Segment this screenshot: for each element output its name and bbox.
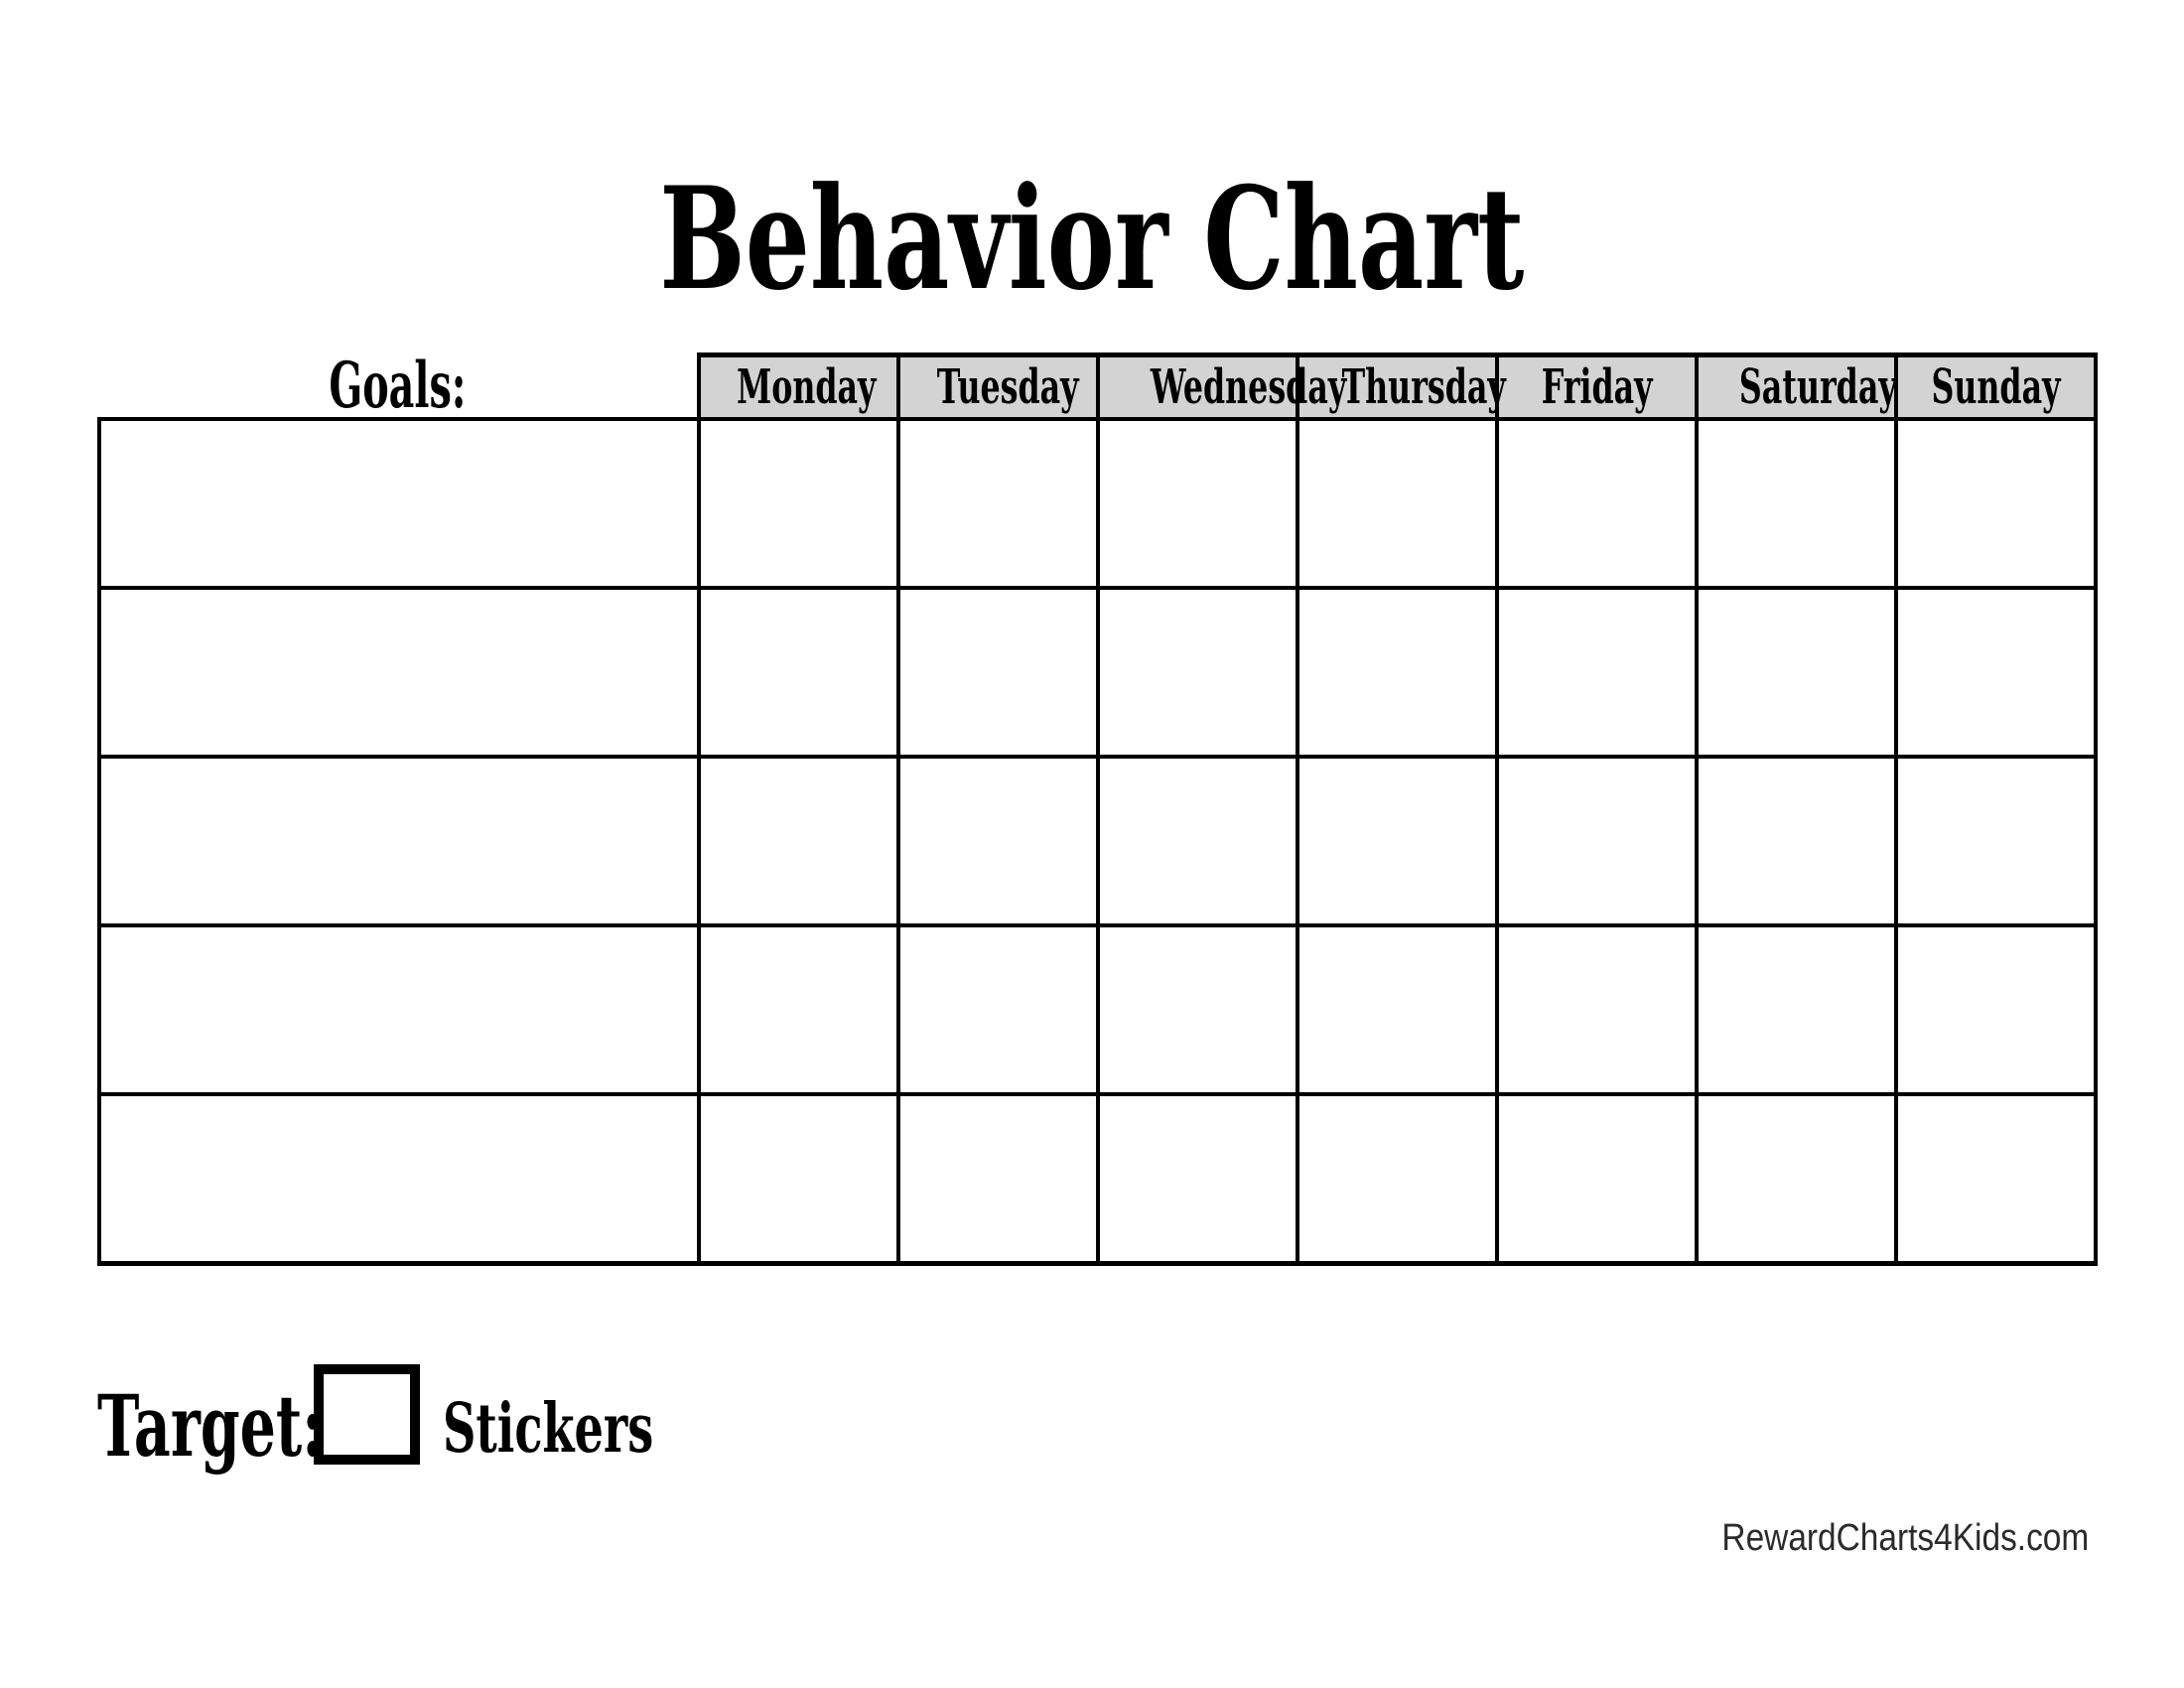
sticker-cell[interactable] bbox=[1894, 1092, 2098, 1266]
sticker-cell[interactable] bbox=[1296, 1092, 1499, 1266]
day-header-thursday-text: Thursday bbox=[1341, 359, 1506, 415]
sticker-cell[interactable] bbox=[1894, 586, 2098, 759]
sticker-cell[interactable] bbox=[1495, 1092, 1699, 1266]
sticker-cell[interactable] bbox=[896, 923, 1100, 1096]
sticker-cell[interactable] bbox=[1695, 417, 1898, 590]
goal-row-2 bbox=[97, 586, 2098, 759]
goal-name-cell[interactable] bbox=[97, 417, 701, 590]
sticker-cell[interactable] bbox=[1296, 755, 1499, 927]
goal-name-cell[interactable] bbox=[97, 586, 701, 759]
goal-name-cell[interactable] bbox=[97, 755, 701, 927]
sticker-cell[interactable] bbox=[697, 417, 900, 590]
sticker-cell[interactable] bbox=[1096, 417, 1299, 590]
sticker-cell[interactable] bbox=[896, 1092, 1100, 1266]
footer-website: RewardCharts4Kids.com bbox=[1672, 1519, 2089, 1557]
day-header-tuesday-text: Tuesday bbox=[936, 359, 1079, 415]
sticker-cell[interactable] bbox=[697, 586, 900, 759]
sticker-cell[interactable] bbox=[1096, 1092, 1299, 1266]
goals-header-spacer bbox=[99, 355, 699, 420]
day-header-row: Monday Tuesday Wednesday Thursday Friday… bbox=[99, 352, 2098, 421]
target-unit-text: Stickers bbox=[443, 1389, 654, 1469]
sticker-cell[interactable] bbox=[896, 755, 1100, 927]
behavior-table: Monday Tuesday Wednesday Thursday Friday… bbox=[97, 352, 2098, 1266]
day-header-thursday: Thursday bbox=[1296, 352, 1506, 421]
target-label: Target: bbox=[97, 1385, 434, 1470]
page-title-text: Behavior Chart bbox=[659, 157, 1525, 322]
sticker-cell[interactable] bbox=[1495, 417, 1699, 590]
sticker-cell[interactable] bbox=[896, 417, 1100, 590]
sticker-cell[interactable] bbox=[1695, 755, 1898, 927]
goal-row-4 bbox=[97, 923, 2098, 1096]
day-header-monday: Monday bbox=[697, 352, 900, 421]
day-header-saturday: Saturday bbox=[1695, 352, 1898, 421]
sticker-cell[interactable] bbox=[1096, 586, 1299, 759]
footer-website-text: RewardCharts4Kids.com bbox=[1721, 1517, 2089, 1559]
sticker-cell[interactable] bbox=[697, 1092, 900, 1266]
goal-row-1 bbox=[97, 417, 2098, 590]
page-title: Behavior Chart bbox=[0, 169, 2184, 310]
target-unit-label: Stickers bbox=[443, 1395, 752, 1463]
sticker-cell[interactable] bbox=[1894, 417, 2098, 590]
target-label-text: Target: bbox=[97, 1377, 324, 1477]
sticker-cell[interactable] bbox=[1495, 923, 1699, 1096]
goal-name-cell[interactable] bbox=[97, 1092, 701, 1266]
sticker-cell[interactable] bbox=[697, 923, 900, 1096]
sticker-cell[interactable] bbox=[1894, 755, 2098, 927]
day-header-friday-text: Friday bbox=[1541, 359, 1653, 415]
day-header-friday: Friday bbox=[1495, 352, 1699, 421]
goal-row-3 bbox=[97, 755, 2098, 927]
sticker-cell[interactable] bbox=[1096, 755, 1299, 927]
target-count-box[interactable] bbox=[314, 1364, 420, 1465]
day-header-wednesday-text: Wednesday bbox=[1150, 359, 1347, 415]
sticker-cell[interactable] bbox=[697, 755, 900, 927]
sticker-cell[interactable] bbox=[1695, 1092, 1898, 1266]
goal-name-cell[interactable] bbox=[97, 923, 701, 1096]
day-header-sunday: Sunday bbox=[1894, 352, 2098, 421]
day-header-monday-text: Monday bbox=[737, 359, 877, 415]
sticker-cell[interactable] bbox=[1296, 923, 1499, 1096]
day-header-saturday-text: Saturday bbox=[1738, 359, 1897, 415]
sticker-cell[interactable] bbox=[1495, 755, 1699, 927]
day-header-sunday-text: Sunday bbox=[1931, 359, 2061, 415]
sticker-cell[interactable] bbox=[1296, 586, 1499, 759]
day-header-wednesday: Wednesday bbox=[1096, 352, 1346, 421]
sticker-cell[interactable] bbox=[1695, 923, 1898, 1096]
sticker-cell[interactable] bbox=[896, 586, 1100, 759]
goal-row-5 bbox=[97, 1092, 2098, 1266]
sticker-cell[interactable] bbox=[1695, 586, 1898, 759]
sticker-cell[interactable] bbox=[1296, 417, 1499, 590]
goals-header-text: Goals: bbox=[328, 349, 467, 423]
sticker-cell[interactable] bbox=[1894, 923, 2098, 1096]
sticker-cell[interactable] bbox=[1495, 586, 1699, 759]
goals-header-label: Goals: bbox=[99, 354, 695, 418]
day-header-tuesday: Tuesday bbox=[896, 352, 1100, 421]
sticker-cell[interactable] bbox=[1096, 923, 1299, 1096]
